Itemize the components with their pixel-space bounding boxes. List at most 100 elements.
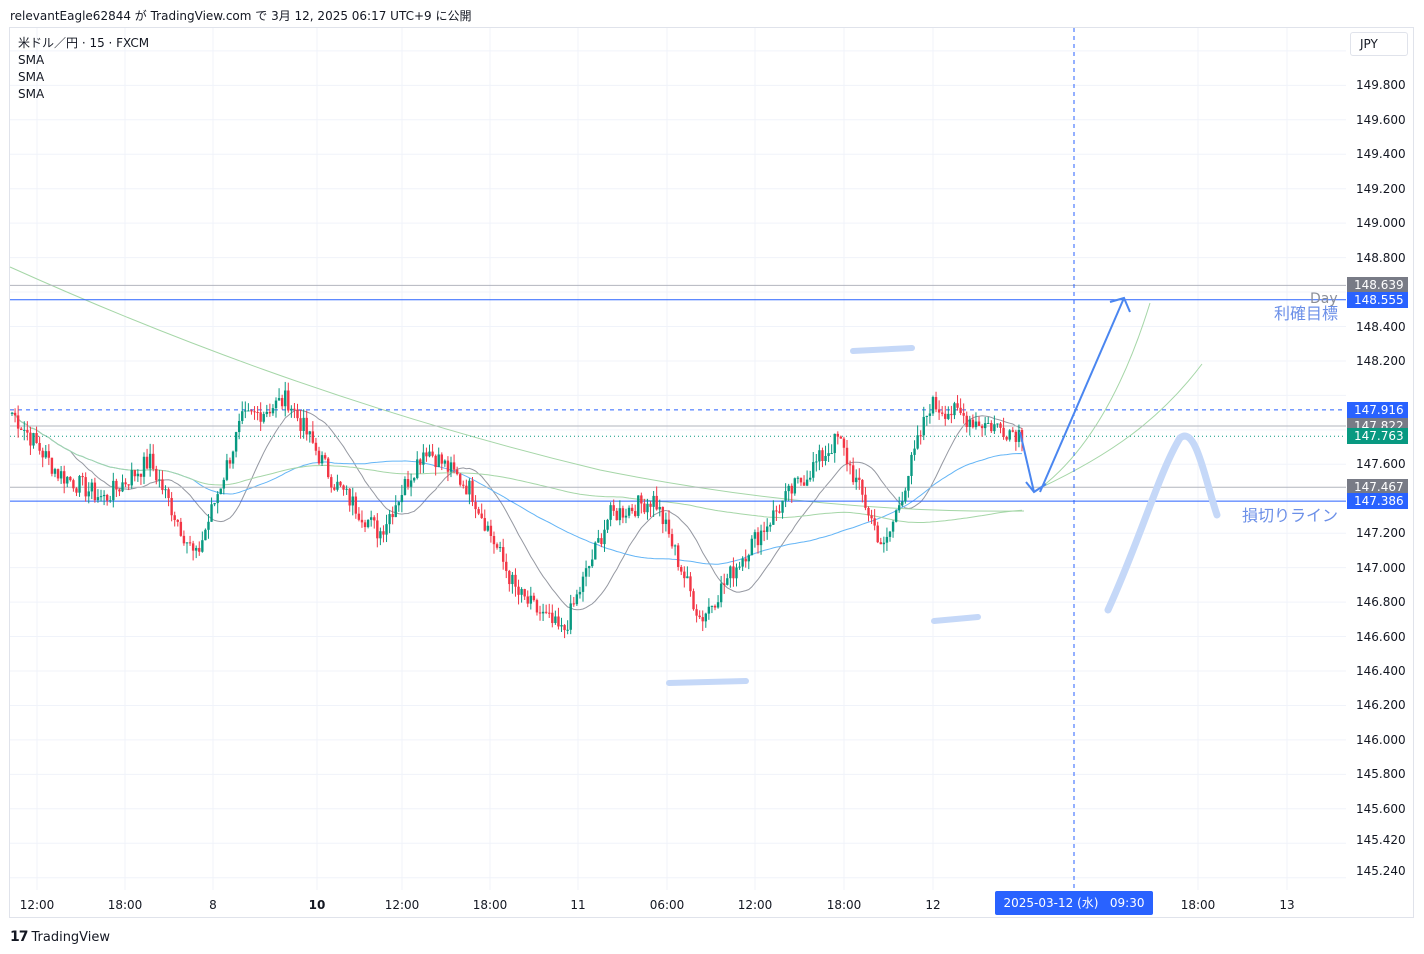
candle-body bbox=[839, 436, 843, 439]
candle-body bbox=[277, 398, 281, 401]
candle-body bbox=[1002, 427, 1005, 437]
candle-body bbox=[686, 576, 689, 579]
candle-body bbox=[621, 508, 625, 518]
candle-body bbox=[139, 473, 143, 477]
candle-body bbox=[689, 576, 692, 592]
candle-body bbox=[649, 503, 652, 507]
candle-body bbox=[848, 464, 852, 466]
candle-body bbox=[96, 497, 100, 501]
horizontal-levels bbox=[10, 28, 1346, 890]
candle-body bbox=[802, 482, 806, 486]
price-tick-label: 147.600 bbox=[1356, 457, 1406, 472]
candle-body bbox=[603, 529, 606, 545]
take-profit-label[interactable]: 利確目標 bbox=[1274, 304, 1339, 323]
arrow-up-line bbox=[1039, 297, 1125, 493]
tradingview-logo-icon[interactable]: 𝟭𝟳 bbox=[10, 929, 29, 945]
candle-body bbox=[707, 606, 711, 614]
candle-body bbox=[572, 603, 575, 605]
candle-body bbox=[376, 520, 379, 539]
candle-body bbox=[237, 420, 241, 433]
candle-body bbox=[867, 507, 870, 516]
candle-body bbox=[910, 454, 913, 476]
candle-body bbox=[29, 432, 32, 446]
grid-lines bbox=[10, 28, 1346, 890]
candle-body bbox=[940, 412, 944, 414]
candle-body bbox=[342, 485, 345, 490]
candle-body bbox=[879, 542, 882, 545]
price-tick-label: 145.240 bbox=[1356, 863, 1406, 878]
candle-body bbox=[953, 403, 956, 416]
candle-body bbox=[959, 407, 962, 414]
time-tick-label: 10 bbox=[308, 898, 326, 912]
candle-body bbox=[385, 524, 388, 535]
footer-brand[interactable]: TradingView bbox=[31, 929, 111, 945]
candle-body bbox=[898, 505, 901, 511]
candle-body bbox=[818, 450, 821, 462]
candle-body bbox=[191, 543, 195, 551]
candle-body bbox=[796, 477, 800, 479]
sma-indicator-3[interactable]: SMA bbox=[18, 87, 45, 101]
price-badge: 147.386 bbox=[1347, 493, 1408, 510]
candle-body bbox=[956, 403, 959, 408]
price-tick-label: 146.200 bbox=[1356, 698, 1406, 713]
candle-body bbox=[133, 470, 136, 477]
candle-body bbox=[1008, 430, 1011, 440]
chart-area[interactable] bbox=[9, 27, 1414, 918]
candle-body bbox=[354, 496, 358, 514]
crosshair-time-label: 2025-03-12 (水) 09:30 bbox=[995, 891, 1153, 915]
candle-body bbox=[615, 510, 618, 521]
price-tick-label: 149.200 bbox=[1356, 181, 1406, 196]
candle-body bbox=[851, 465, 855, 483]
currency-button[interactable]: JPY bbox=[1350, 32, 1408, 56]
candle-body bbox=[566, 629, 569, 631]
candle-body bbox=[584, 568, 588, 577]
price-tick-label: 146.000 bbox=[1356, 732, 1406, 747]
candle-body bbox=[26, 429, 29, 433]
candle-body bbox=[32, 433, 35, 446]
candle-body bbox=[1020, 430, 1024, 442]
stop-loss-label[interactable]: 損切りライン bbox=[1242, 506, 1339, 525]
chart-legend: 米ドル／円 · 15 · FXCM SMA SMA SMA bbox=[18, 35, 149, 103]
price-tick-label: 147.000 bbox=[1356, 560, 1406, 575]
candle-body bbox=[526, 596, 529, 604]
candle-body bbox=[50, 457, 54, 474]
candle-body bbox=[241, 411, 244, 421]
candle-body bbox=[498, 547, 502, 549]
projection-curve bbox=[1039, 363, 1203, 489]
candle-body bbox=[360, 519, 364, 523]
candle-body bbox=[431, 451, 434, 456]
candle-body bbox=[348, 488, 351, 506]
candle-body bbox=[382, 531, 385, 535]
candle-body bbox=[861, 479, 864, 495]
candle-body bbox=[443, 460, 447, 464]
candle-body bbox=[523, 589, 526, 597]
candle-body bbox=[535, 600, 539, 613]
candle-body bbox=[661, 506, 665, 525]
sma-indicator-1[interactable]: SMA bbox=[18, 53, 45, 67]
candle-body bbox=[901, 501, 904, 506]
candle-body bbox=[575, 594, 579, 605]
candle-body bbox=[327, 458, 330, 478]
candle-body bbox=[710, 605, 714, 607]
candle-body bbox=[1011, 430, 1014, 432]
candle-body bbox=[916, 435, 919, 449]
candle-body bbox=[16, 415, 20, 429]
symbol-title[interactable]: 米ドル／円 · 15 · FXCM bbox=[18, 36, 150, 50]
candle-body bbox=[968, 419, 972, 427]
candle-body bbox=[201, 540, 204, 552]
candle-body bbox=[627, 507, 631, 516]
price-tick-label: 145.800 bbox=[1356, 767, 1406, 782]
candle-body bbox=[351, 496, 354, 506]
candle-body bbox=[293, 408, 296, 410]
sma-line bbox=[11, 409, 1023, 611]
price-tick-label: 149.000 bbox=[1356, 216, 1406, 231]
price-badge: 147.916 bbox=[1347, 401, 1408, 418]
sma-indicator-2[interactable]: SMA bbox=[18, 70, 45, 84]
candle-body bbox=[532, 595, 536, 601]
candle-body bbox=[781, 500, 784, 513]
candle-body bbox=[158, 479, 161, 481]
candle-body bbox=[428, 451, 431, 457]
candle-body bbox=[422, 452, 425, 465]
publish-info: relevantEagle62844 が TradingView.com で 3… bbox=[10, 9, 472, 23]
